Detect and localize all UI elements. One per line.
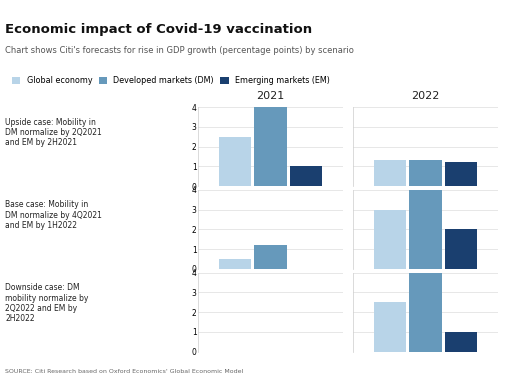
Bar (374, 210, 406, 269)
Bar (444, 229, 477, 269)
Bar (254, 107, 287, 186)
Text: Economic impact of Covid-19 vaccination: Economic impact of Covid-19 vaccination (5, 23, 312, 36)
Text: Chart shows Citi's forecasts for rise in GDP growth (percentage points) by scena: Chart shows Citi's forecasts for rise in… (5, 46, 354, 55)
Bar (290, 269, 322, 271)
Bar (374, 161, 406, 186)
Bar (409, 190, 442, 269)
Bar (409, 161, 442, 186)
Text: Downside case: DM
mobility normalize by
2Q2022 and EM by
2H2022: Downside case: DM mobility normalize by … (5, 283, 88, 323)
Bar (219, 137, 251, 186)
Bar (444, 162, 477, 186)
Bar (219, 259, 251, 269)
Text: Upside case: Mobility in
DM normalize by 2Q2021
and EM by 2H2021: Upside case: Mobility in DM normalize by… (5, 118, 102, 147)
Text: 2021: 2021 (257, 91, 284, 101)
Bar (254, 245, 287, 269)
Text: Base case: Mobility in
DM normalize by 4Q2021
and EM by 1H2022: Base case: Mobility in DM normalize by 4… (5, 200, 102, 230)
Bar (444, 332, 477, 352)
Bar (290, 167, 322, 186)
Legend: Global economy, Developed markets (DM), Emerging markets (EM): Global economy, Developed markets (DM), … (9, 73, 333, 89)
Bar (409, 273, 442, 352)
Text: SOURCE: Citi Research based on Oxford Economics' Global Economic Model: SOURCE: Citi Research based on Oxford Ec… (5, 369, 243, 374)
Bar (374, 302, 406, 352)
Text: 2022: 2022 (411, 91, 439, 101)
